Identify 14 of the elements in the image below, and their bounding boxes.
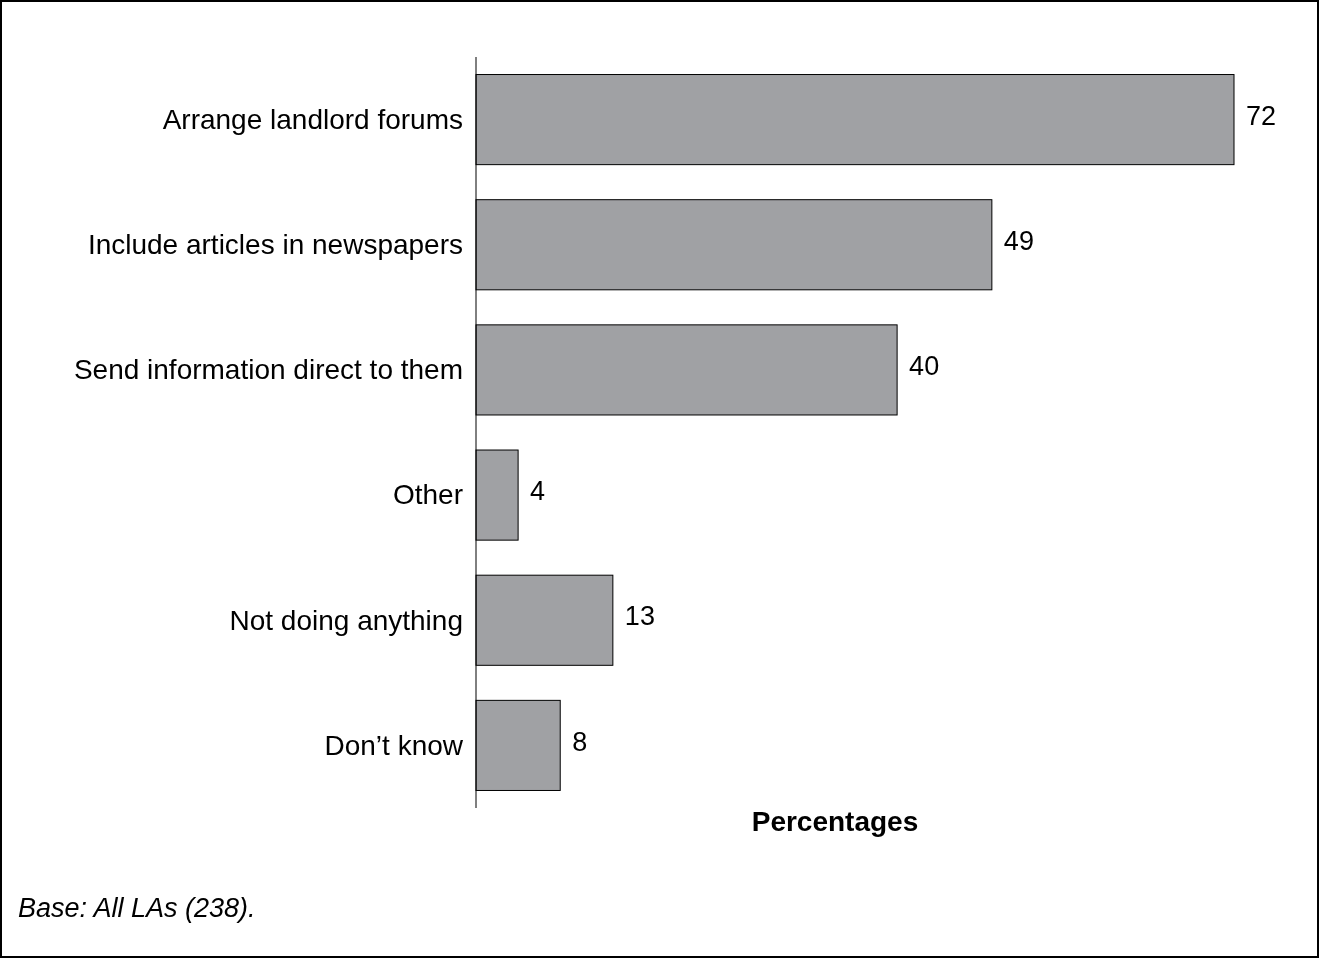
y-tick-label: Include articles in newspapers: [87, 229, 463, 261]
data-label: 49: [1003, 225, 1034, 256]
data-label: 13: [624, 601, 655, 632]
x-axis-title: Percentages: [751, 806, 919, 838]
data-label: 4: [530, 476, 546, 507]
data-label: 72: [1246, 100, 1277, 131]
data-label: 8: [572, 726, 588, 757]
text: Base: All LAs (238).: [18, 893, 256, 924]
data-label: 40: [909, 351, 940, 382]
y-tick-label: Don’t know: [324, 729, 464, 761]
y-tick-label: Other: [392, 479, 463, 511]
y-tick-label: Not doing anything: [229, 604, 463, 636]
y-tick-label: Arrange landlord forums: [162, 103, 463, 135]
y-tick-label: Send information direct to them: [73, 354, 463, 386]
